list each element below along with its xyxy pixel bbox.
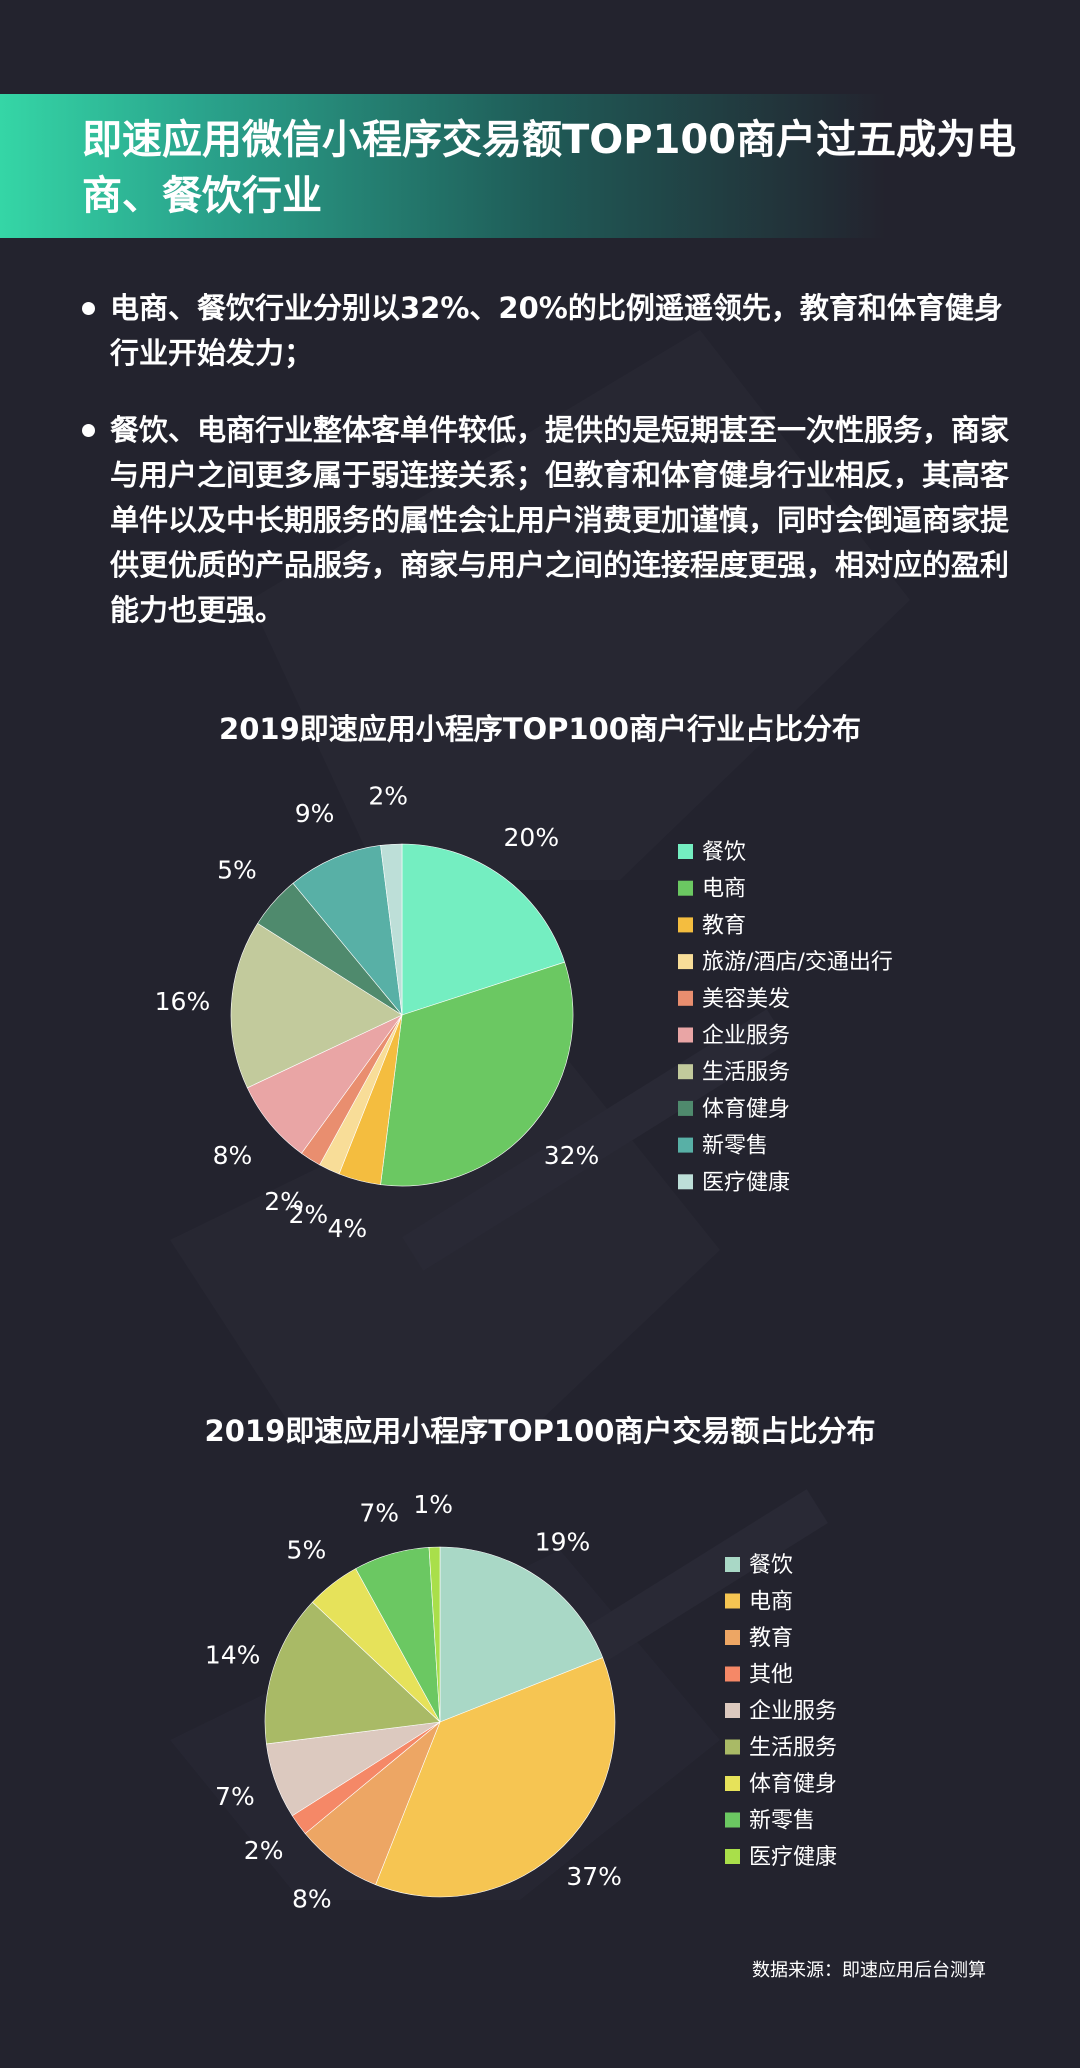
legend-swatch bbox=[725, 1557, 740, 1572]
legend-swatch bbox=[725, 1776, 740, 1791]
legend-swatch bbox=[678, 954, 693, 970]
legend-swatch bbox=[678, 990, 693, 1006]
legend-label: 教育 bbox=[702, 913, 746, 938]
legend-swatch bbox=[725, 1849, 740, 1864]
legend-swatch bbox=[725, 1666, 740, 1682]
revenue-pie-chart: 19% 37% 8% 2% 7% 14% 5% 7% 1% 餐饮电商教育其他企业服务生活服务体育健… bbox=[205, 1490, 837, 1913]
slice-label: 8% bbox=[213, 1141, 253, 1170]
bullet-text: 电商、餐饮行业分别以32%、20%的比例遥遥领先，教育和体育健身行业开始发力； bbox=[110, 291, 1003, 370]
legend-label: 餐饮 bbox=[702, 840, 746, 865]
legend-label: 企业服务 bbox=[749, 1699, 837, 1724]
slice-label: 14% bbox=[205, 1641, 261, 1670]
legend-label: 旅游/酒店/交通出行 bbox=[702, 950, 893, 975]
slice-label: 2% bbox=[288, 1200, 328, 1229]
pie-slice bbox=[230, 922, 403, 1089]
legend-swatch bbox=[678, 880, 693, 896]
pie-slice bbox=[292, 845, 403, 1016]
legend-label: 电商 bbox=[749, 1590, 793, 1615]
legend-label: 美容美发 bbox=[702, 987, 790, 1012]
bullet-dot-icon bbox=[82, 424, 95, 437]
bullet-list: 电商、餐饮行业分别以32%、20%的比例遥遥领先，教育和体育健身行业开始发力； … bbox=[80, 286, 1010, 633]
legend-swatch bbox=[725, 1739, 740, 1755]
slice-label: 7% bbox=[215, 1782, 255, 1811]
bullet-item: 餐饮、电商行业整体客单件较低，提供的是短期甚至一次性服务，商家与用户之间更多属于… bbox=[80, 408, 1010, 633]
legend-swatch bbox=[678, 917, 693, 933]
legend-label: 新零售 bbox=[702, 1134, 768, 1159]
pie-slice bbox=[439, 1546, 604, 1723]
slice-label: 20% bbox=[504, 823, 560, 852]
chart1-title: 2019即速应用小程序TOP100商户行业占比分布 bbox=[219, 712, 861, 746]
legend-label: 医疗健康 bbox=[749, 1845, 837, 1870]
legend-swatch bbox=[678, 1174, 693, 1190]
legend-swatch bbox=[678, 1064, 693, 1080]
slice-label: 16% bbox=[155, 987, 211, 1016]
legend-label: 生活服务 bbox=[702, 1060, 790, 1085]
slice-label: 9% bbox=[295, 799, 335, 828]
pie-slice bbox=[264, 1601, 441, 1745]
pie-slice bbox=[380, 843, 403, 1016]
legend-label: 医疗健康 bbox=[702, 1170, 790, 1195]
slice-label: 37% bbox=[566, 1862, 622, 1891]
slice-label: 1% bbox=[413, 1490, 453, 1519]
legend-swatch bbox=[678, 1027, 693, 1043]
legend-label: 企业服务 bbox=[702, 1024, 790, 1049]
slice-label: 8% bbox=[292, 1884, 332, 1913]
legend-swatch bbox=[725, 1593, 740, 1609]
slice-label: 2% bbox=[244, 1836, 284, 1865]
legend-swatch bbox=[678, 1100, 693, 1116]
legend-label: 电商 bbox=[702, 877, 746, 902]
slice-label: 2% bbox=[368, 781, 408, 810]
legend-label: 体育健身 bbox=[702, 1097, 790, 1122]
slice-label: 32% bbox=[544, 1141, 600, 1170]
legend-swatch bbox=[725, 1703, 740, 1718]
legend-label: 教育 bbox=[749, 1626, 793, 1651]
legend-label: 体育健身 bbox=[749, 1772, 837, 1797]
legend-swatch bbox=[725, 1812, 740, 1828]
slice-label: 5% bbox=[217, 856, 257, 885]
legend-label: 新零售 bbox=[749, 1809, 815, 1834]
bullet-dot-icon bbox=[82, 302, 95, 315]
legend-swatch bbox=[678, 1137, 693, 1153]
pie-slice bbox=[401, 843, 566, 1016]
pie-slice bbox=[380, 961, 574, 1187]
slice-label: 19% bbox=[535, 1528, 591, 1557]
legend-label: 其他 bbox=[749, 1663, 793, 1688]
legend-label: 生活服务 bbox=[749, 1736, 837, 1761]
slice-label: 2% bbox=[264, 1187, 304, 1216]
slice-label: 4% bbox=[327, 1214, 367, 1240]
page-title: 即速应用微信小程序交易额TOP100商户过五成为电商、餐饮行业 bbox=[82, 117, 1017, 219]
legend-label: 餐饮 bbox=[749, 1553, 793, 1578]
chart2-title: 2019即速应用小程序TOP100商户交易额占比分布 bbox=[204, 1414, 876, 1448]
legend-swatch bbox=[725, 1630, 740, 1645]
industry-pie-chart: 20%32%4%2%2%8%16%5%9%2%餐饮电商教育旅游/酒店/交通出行美… bbox=[155, 781, 893, 1240]
bullet-item: 电商、餐饮行业分别以32%、20%的比例遥遥领先，教育和体育健身行业开始发力； bbox=[80, 286, 1010, 376]
slice-label: 5% bbox=[287, 1536, 327, 1565]
legend-swatch bbox=[678, 844, 693, 859]
pie-slice bbox=[428, 1546, 441, 1723]
slice-label: 7% bbox=[359, 1499, 399, 1528]
title-band bbox=[0, 94, 1080, 238]
pie-slice bbox=[375, 1657, 616, 1898]
bullet-text: 餐饮、电商行业整体客单件较低，提供的是短期甚至一次性服务，商家与用户之间更多属于… bbox=[110, 413, 1010, 627]
data-source-note: 数据来源：即速应用后台测算 bbox=[752, 1960, 986, 1981]
